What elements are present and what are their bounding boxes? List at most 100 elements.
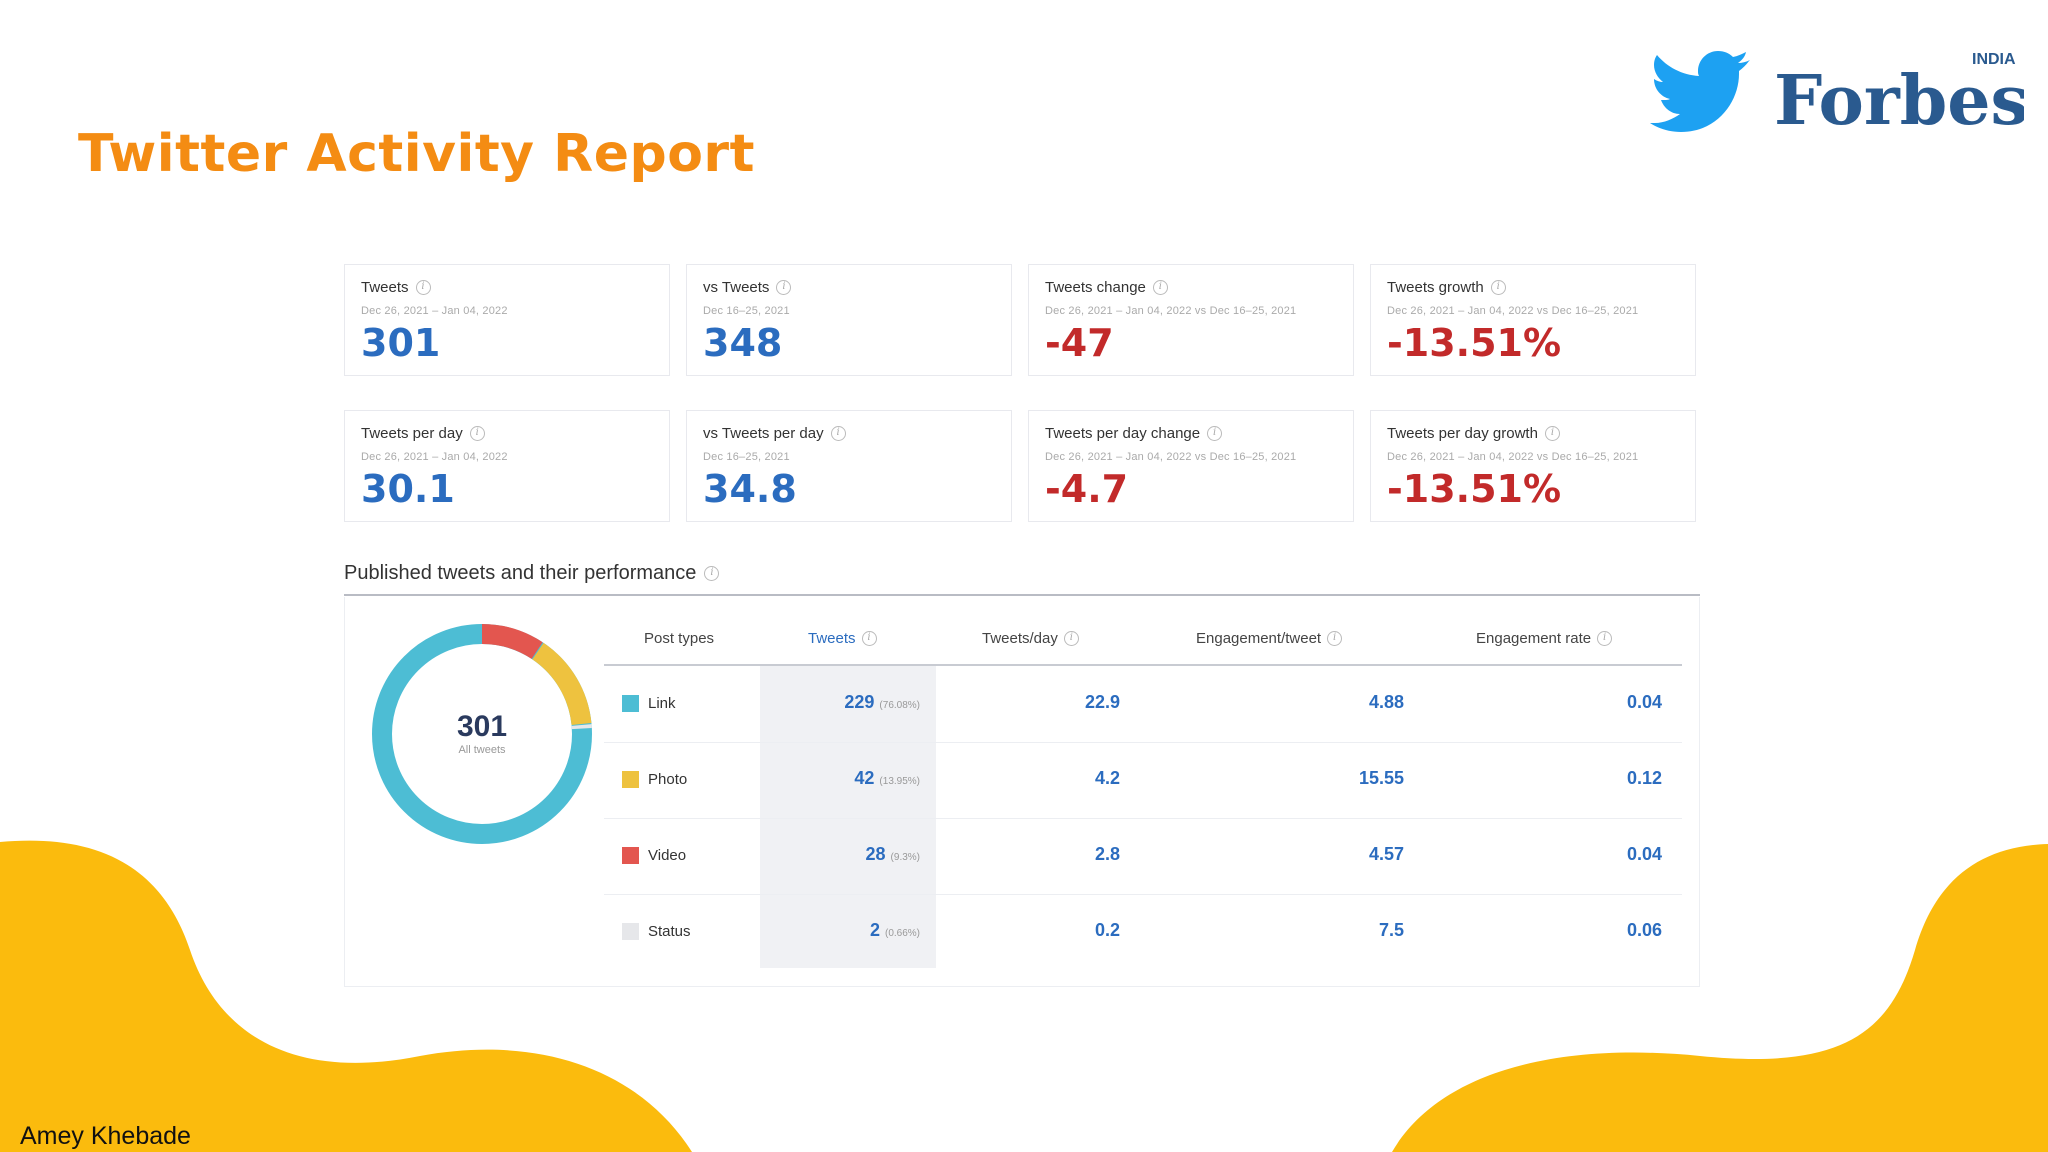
metric-label: Tweets per day growth	[1387, 425, 1538, 442]
cell-share: (9.3%)	[890, 852, 920, 863]
metric-date: Dec 26, 2021 – Jan 04, 2022 vs Dec 16–25…	[1045, 305, 1297, 317]
header-tweets-per-day[interactable]: Tweets/day i	[982, 630, 1079, 647]
metric-label: Tweets	[361, 279, 409, 296]
tweets-photo: 42 (13.95%)	[760, 768, 920, 789]
metric-card-tweets: Tweets i Dec 26, 2021 – Jan 04, 2022 301	[344, 264, 670, 376]
per-day-photo: 4.2	[1094, 768, 1120, 788]
engagement-video: 4.57	[1368, 844, 1404, 864]
swatch-link	[622, 695, 639, 712]
post-type-video: Video	[648, 847, 687, 864]
forbes-wordmark: Forbes	[1774, 61, 2024, 140]
metric-card-tweets-per-day-change: Tweets per day change i Dec 26, 2021 – Ja…	[1028, 410, 1354, 522]
metric-date: Dec 26, 2021 – Jan 04, 2022 vs Dec 16–25…	[1387, 451, 1639, 463]
header-tweets[interactable]: Tweets i	[808, 630, 877, 647]
donut-caption: All tweets	[458, 744, 506, 756]
row-divider	[604, 742, 1682, 743]
header-label: Post types	[644, 630, 715, 647]
info-icon[interactable]: i	[1490, 280, 1506, 295]
tweets-link: 229 (76.08%)	[760, 692, 920, 713]
twitter-bird-icon	[1650, 51, 1750, 132]
metric-value: -47	[1045, 321, 1114, 365]
info-icon[interactable]: i	[830, 426, 846, 441]
metric-label: vs Tweets per day	[703, 425, 824, 442]
info-icon[interactable]: i	[704, 566, 720, 581]
row-divider	[604, 894, 1682, 895]
per-day-video: 2.8	[1094, 844, 1120, 864]
info-icon[interactable]: i	[415, 280, 431, 295]
info-icon[interactable]: i	[469, 426, 485, 441]
rate-video: 0.04	[1626, 844, 1662, 864]
info-icon[interactable]: i	[1597, 631, 1613, 646]
author-name: Amey Khebade	[20, 1122, 191, 1150]
twitter-forbes-logo: Forbes INDIA	[1650, 51, 2024, 140]
header-label: Tweets	[808, 630, 856, 647]
donut-video	[372, 624, 592, 844]
info-icon[interactable]: i	[1327, 631, 1343, 646]
cell-share: (0.66%)	[884, 928, 920, 939]
tweets-status: 2 (0.66%)	[760, 920, 920, 941]
metric-card-tweets-per-day-growth: Tweets per day growth i Dec 26, 2021 – Ja…	[1370, 410, 1696, 522]
engagement-status: 7.5	[1378, 920, 1404, 940]
swatch-photo	[622, 771, 639, 788]
metric-date: Dec 26, 2021 – Jan 04, 2022 vs Dec 16–25…	[1387, 305, 1639, 317]
cell-value: 28	[865, 844, 886, 864]
info-icon[interactable]: i	[1152, 280, 1168, 295]
metric-card-tweets-per-day: Tweets per day i Dec 26, 2021 – Jan 04, 2…	[344, 410, 670, 522]
metric-label: Tweets per day	[361, 425, 463, 442]
metric-value: 34.8	[703, 467, 797, 511]
donut-total: 301	[456, 710, 508, 743]
metric-label: Tweets change	[1045, 279, 1146, 296]
info-icon[interactable]: i	[1544, 426, 1560, 441]
metric-card-vs-tweets-per-day: vs Tweets per day i Dec 16–25, 2021 34.8	[686, 410, 1012, 522]
cell-value: 42	[854, 768, 875, 788]
engagement-link: 4.88	[1368, 692, 1404, 712]
section-title-text: Published tweets and their performance	[344, 562, 697, 584]
metric-value: 301	[361, 321, 441, 365]
metric-card-tweets-change: Tweets change i Dec 26, 2021 – Jan 04, 20…	[1028, 264, 1354, 376]
header-divider	[604, 664, 1682, 666]
post-type-status: Status	[648, 923, 691, 940]
info-icon[interactable]: i	[776, 280, 792, 295]
metric-value: -13.51%	[1387, 321, 1562, 365]
swatch-status	[622, 923, 639, 940]
metric-label: vs Tweets	[703, 279, 770, 296]
metric-value: 30.1	[361, 467, 455, 511]
section-title: Published tweets and their performance i	[344, 562, 720, 585]
metric-card-tweets-growth: Tweets growth i Dec 26, 2021 – Jan 04, 20…	[1370, 264, 1696, 376]
metric-value: -4.7	[1045, 467, 1129, 511]
per-day-status: 0.2	[1094, 920, 1120, 940]
tweets-video: 28 (9.3%)	[760, 844, 920, 865]
rate-link: 0.04	[1626, 692, 1662, 712]
info-icon[interactable]: i	[861, 631, 877, 646]
metric-card-vs-tweets: vs Tweets i Dec 16–25, 2021 348	[686, 264, 1012, 376]
left-blob	[0, 840, 692, 1152]
cell-value: 229	[844, 692, 875, 712]
cell-share: (13.95%)	[879, 776, 920, 787]
right-blob	[1392, 844, 2048, 1152]
metric-label: Tweets per day change	[1045, 425, 1201, 442]
performance-panel	[344, 597, 1700, 987]
forbes-edition: INDIA	[1972, 51, 2016, 68]
metric-date: Dec 26, 2021 – Jan 04, 2022	[361, 451, 508, 463]
header-label: Engagement/tweet	[1196, 630, 1322, 647]
metric-date: Dec 16–25, 2021	[703, 451, 790, 463]
post-types-donut	[372, 624, 592, 844]
cell-value: 2	[869, 920, 880, 940]
header-post-types[interactable]: Post types	[644, 630, 714, 647]
row-divider	[604, 818, 1682, 819]
section-divider	[344, 594, 1700, 596]
header-label: Tweets/day	[982, 630, 1058, 647]
metric-date: Dec 26, 2021 – Jan 04, 2022	[361, 305, 508, 317]
engagement-photo: 15.55	[1358, 768, 1404, 788]
header-engagement-rate[interactable]: Engagement rate i	[1476, 630, 1613, 647]
header-label: Engagement rate	[1476, 630, 1592, 647]
info-icon[interactable]: i	[1063, 631, 1079, 646]
cell-share: (76.08%)	[879, 700, 920, 711]
rate-photo: 0.12	[1626, 768, 1662, 788]
metric-value: -13.51%	[1387, 467, 1562, 511]
info-icon[interactable]: i	[1207, 426, 1223, 441]
metric-date: Dec 16–25, 2021	[703, 305, 790, 317]
header-engagement-per-tweet[interactable]: Engagement/tweet i	[1196, 630, 1343, 647]
tweets-column-highlight	[760, 666, 936, 968]
